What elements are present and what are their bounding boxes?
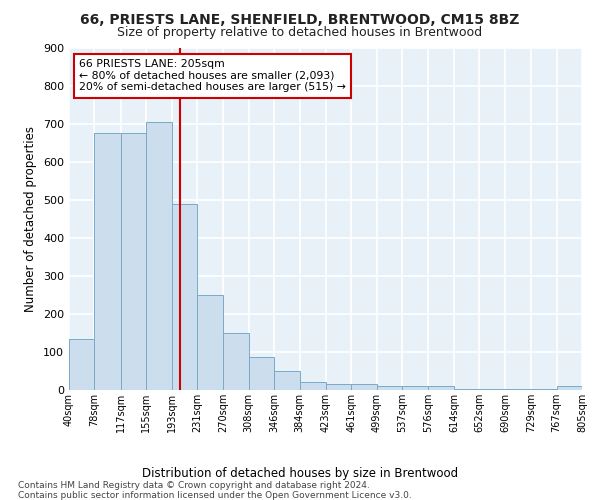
Bar: [146, 122, 172, 390]
Bar: [402, 386, 428, 390]
Bar: [352, 384, 377, 390]
Bar: [274, 371, 299, 390]
Bar: [249, 357, 274, 390]
Bar: [172, 204, 197, 390]
Bar: [479, 389, 505, 390]
Text: 66, PRIESTS LANE, SHENFIELD, BRENTWOOD, CM15 8BZ: 66, PRIESTS LANE, SHENFIELD, BRENTWOOD, …: [80, 12, 520, 26]
Text: Distribution of detached houses by size in Brentwood: Distribution of detached houses by size …: [142, 468, 458, 480]
Bar: [121, 133, 146, 390]
Bar: [197, 295, 223, 390]
Bar: [428, 386, 454, 390]
Bar: [94, 133, 121, 390]
Text: Contains public sector information licensed under the Open Government Licence v3: Contains public sector information licen…: [18, 491, 412, 500]
Bar: [377, 386, 402, 390]
Bar: [223, 333, 249, 390]
Bar: [454, 389, 479, 390]
Text: Contains HM Land Registry data © Crown copyright and database right 2024.: Contains HM Land Registry data © Crown c…: [18, 481, 370, 490]
Text: 66 PRIESTS LANE: 205sqm
← 80% of detached houses are smaller (2,093)
20% of semi: 66 PRIESTS LANE: 205sqm ← 80% of detache…: [79, 59, 346, 92]
Bar: [299, 382, 326, 390]
Bar: [531, 389, 557, 390]
Y-axis label: Number of detached properties: Number of detached properties: [25, 126, 37, 312]
Bar: [326, 384, 352, 390]
Bar: [505, 389, 531, 390]
Bar: [69, 338, 94, 390]
Text: Size of property relative to detached houses in Brentwood: Size of property relative to detached ho…: [118, 26, 482, 39]
Bar: [557, 386, 582, 390]
